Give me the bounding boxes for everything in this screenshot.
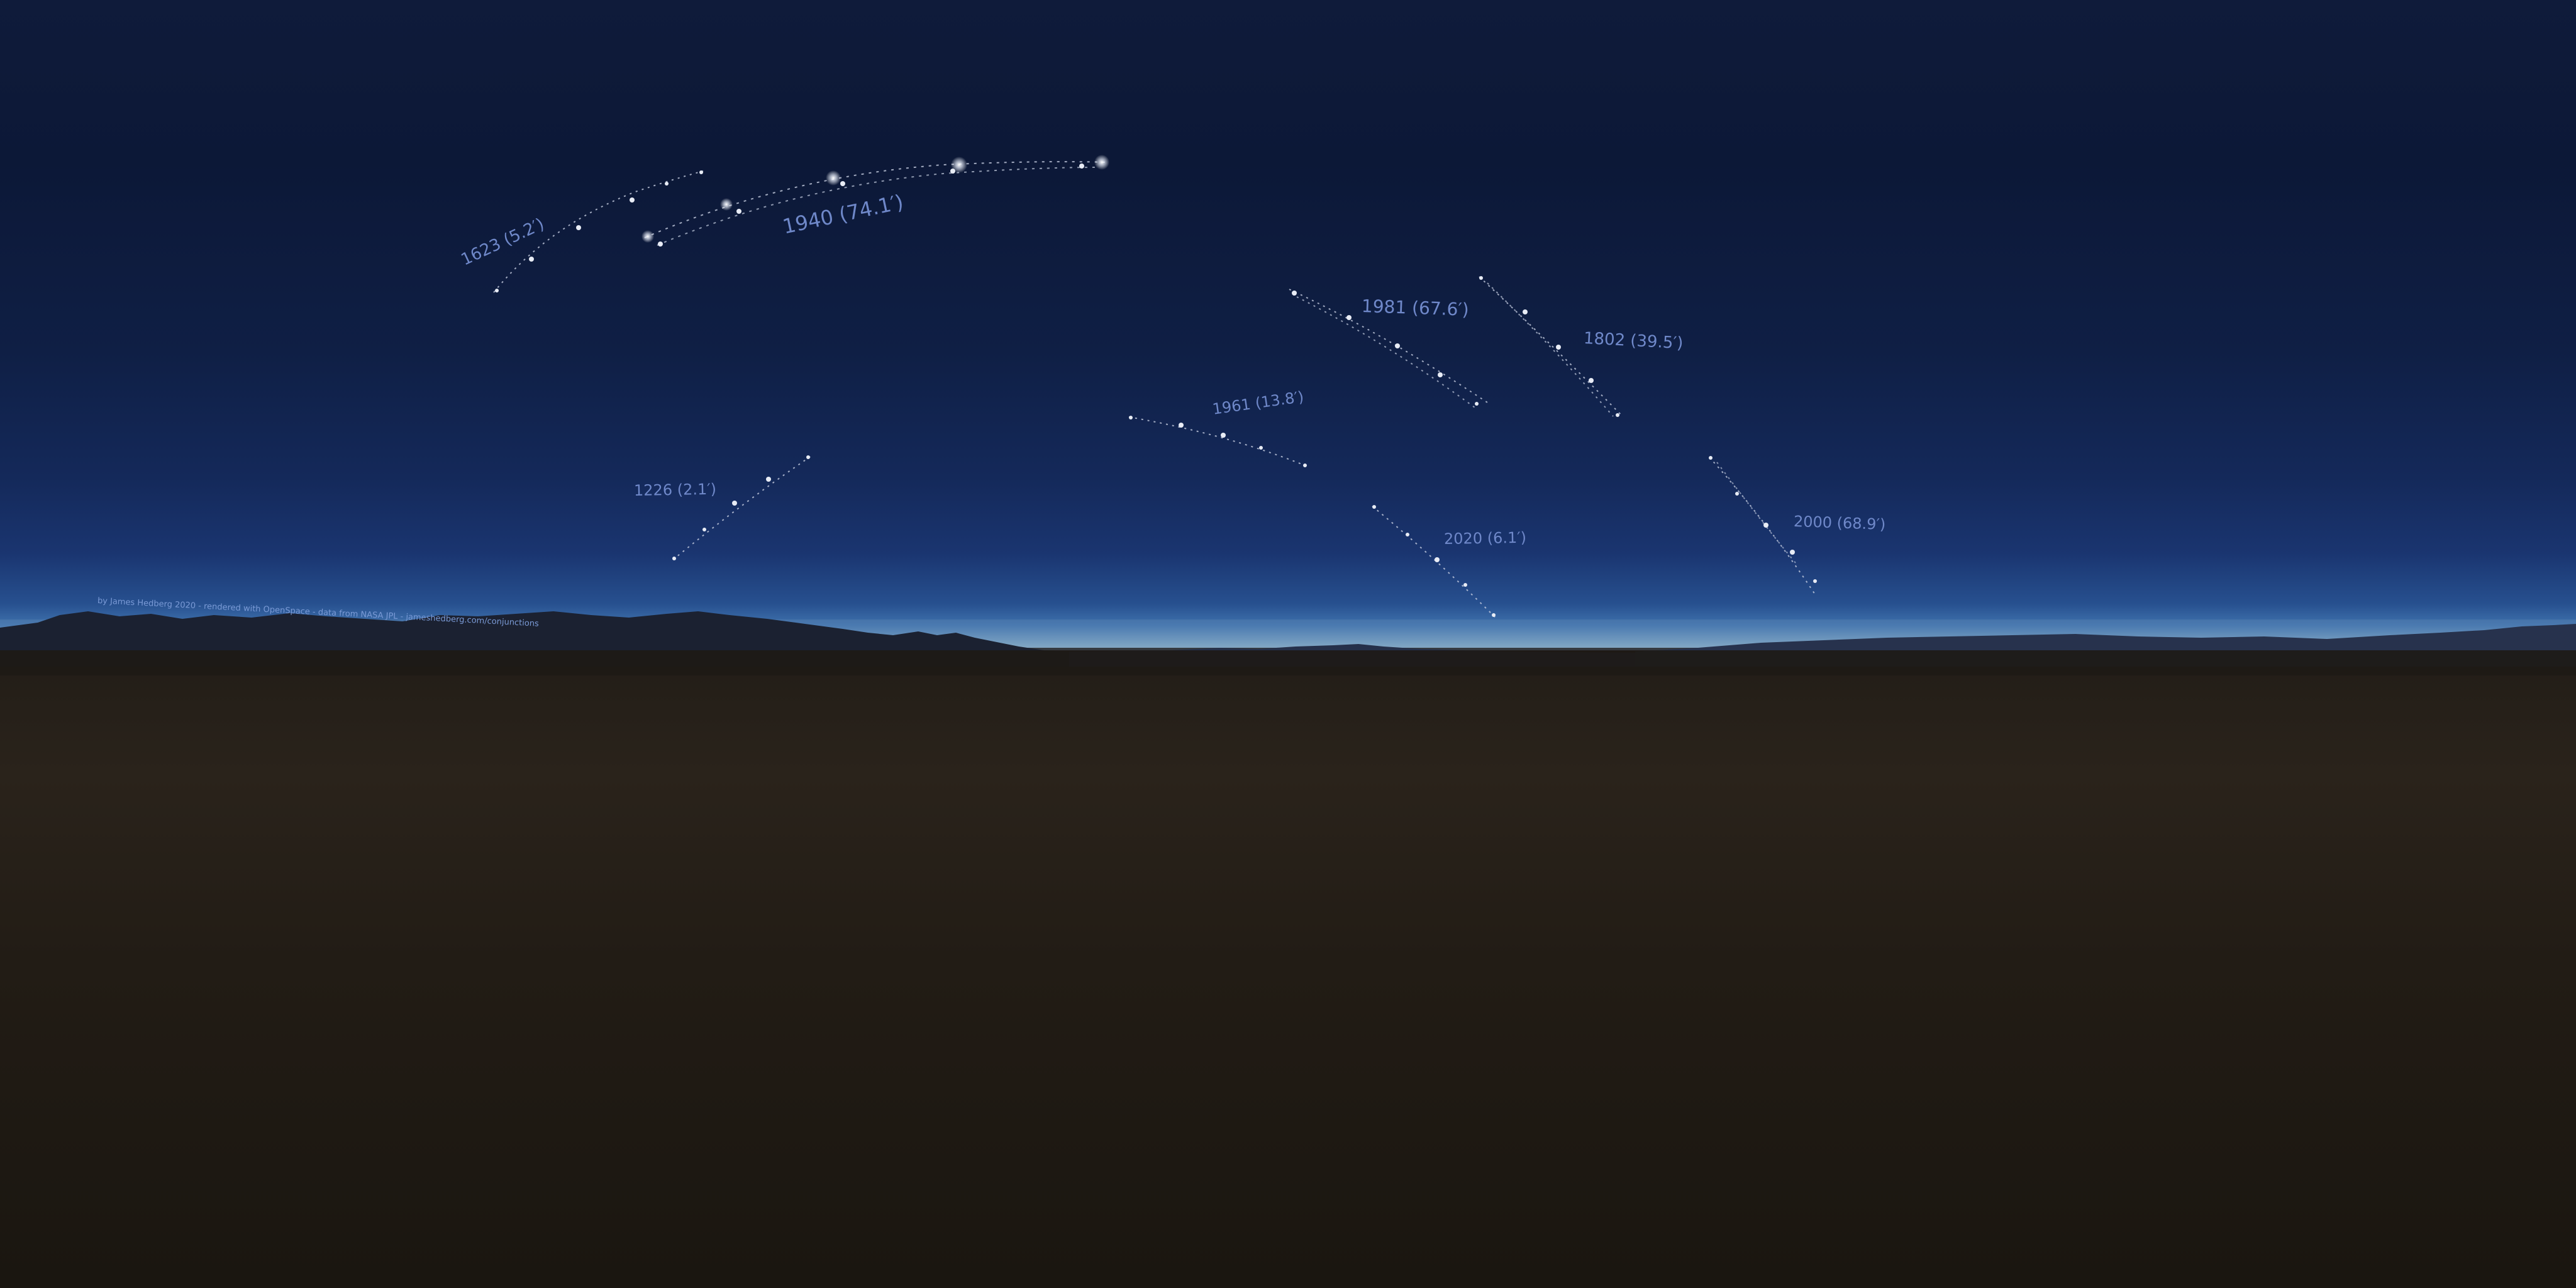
horizon-ground-band [0, 650, 2576, 675]
conjunction-2020-track [1372, 505, 1496, 618]
conjunction-1226-track [672, 455, 812, 560]
conjunction-1802-track [1479, 276, 1623, 417]
label-1226: 1226 (2.1′) [633, 480, 717, 499]
conjunction-1623-track [493, 170, 704, 293]
label-1981: 1981 (67.6′) [1361, 296, 1470, 320]
label-2020: 2020 (6.1′) [1443, 528, 1527, 548]
twilight-sky [0, 0, 2576, 654]
conjunction-1981-track [1289, 289, 1488, 408]
conjunction-1940-track [641, 155, 1109, 247]
conjunction-2000-track [1709, 456, 1817, 595]
ground [0, 648, 2576, 1288]
label-2000: 2000 (68.9′) [1793, 513, 1886, 534]
conjunction-1961-track [1128, 416, 1309, 467]
